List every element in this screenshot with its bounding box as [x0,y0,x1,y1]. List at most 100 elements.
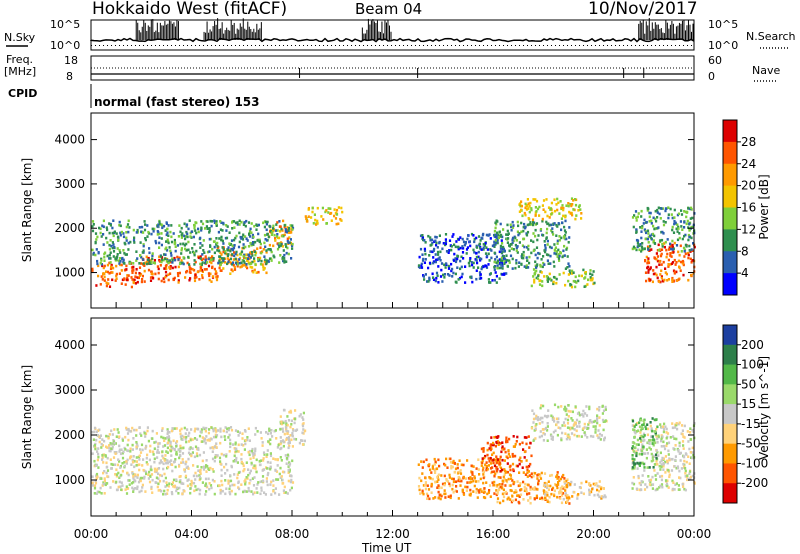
power-ytick-label: 2000 [54,221,85,235]
velocity-cell [434,469,437,472]
power-cell [470,232,474,236]
velocity-cell [128,483,131,486]
power-cell [272,228,275,232]
velocity-cell [248,489,251,493]
velocity-cell [260,486,263,490]
velocity-cell [187,478,190,481]
nsearch-trace-dot [563,45,564,46]
velocity-cell [436,480,439,483]
velocity-cell [229,492,232,496]
velocity-cell [553,494,556,498]
velocity-cell [597,436,600,440]
velocity-cell [163,439,166,442]
velocity-cell [118,448,121,452]
velocity-cell [167,484,170,488]
power-cell [517,224,520,228]
power-cell [575,281,578,284]
power-colorbar-tick-label: 12 [741,222,756,236]
velocity-cell [287,468,290,472]
velocity-cell [544,490,547,494]
velocity-cell [516,480,519,483]
power-colorbar-swatch [723,229,737,252]
power-cell [117,238,120,242]
velocity-cell [233,483,236,487]
power-cell [99,283,102,286]
power-cell [92,223,95,226]
power-cell [135,259,138,262]
velocity-cell [550,492,553,496]
velocity-cell [654,433,657,436]
velocity-cell [214,456,217,459]
power-cell [200,266,203,270]
power-cell [252,270,255,274]
power-cell [555,203,558,206]
power-cell [518,241,521,244]
velocity-cell [178,463,181,467]
velocity-cell [193,489,196,493]
power-cell [131,278,134,281]
velocity-cell [509,484,512,487]
power-cell [663,245,666,249]
power-cell [649,278,652,281]
power-cell [153,261,156,265]
power-cell [515,246,518,250]
velocity-cell [462,493,466,496]
velocity-cell [215,430,218,433]
power-cell [500,259,504,263]
power-cell [110,263,113,267]
power-cell [149,279,153,282]
nsearch-trace-dot [375,45,376,46]
power-cell [670,247,673,251]
power-cell [681,259,685,263]
velocity-cell [668,458,671,462]
velocity-cell [282,430,285,433]
velocity-cell [482,473,485,476]
power-cell [164,253,167,256]
power-cell [635,248,638,252]
power-cell [444,233,448,236]
power-cell [460,255,463,259]
power-cell [518,232,521,235]
velocity-cell [250,490,253,493]
power-cell [439,259,442,262]
velocity-cell [152,453,155,456]
power-cell [574,275,577,279]
nsearch-trace-dot [679,45,680,46]
velocity-cell [144,432,148,436]
power-cell [477,266,480,269]
power-cell [278,225,281,228]
power-cell [440,262,444,265]
power-cell [214,270,218,273]
power-cell [482,246,485,249]
power-cell [145,255,148,259]
power-cell [520,263,523,266]
power-cell [464,281,467,284]
power-cell [484,252,488,255]
power-cell [499,222,502,226]
velocity-cell [147,439,150,443]
power-cell [213,221,216,224]
power-cell [112,250,116,253]
velocity-cell [218,484,221,487]
velocity-cell [202,451,205,454]
power-cell [459,246,462,250]
velocity-cell [113,428,116,431]
velocity-cell [106,456,109,460]
velocity-cell [426,494,430,498]
power-cell [224,261,227,264]
power-cell [510,228,513,232]
velocity-cell [547,480,550,483]
velocity-cell [184,462,187,466]
velocity-cell [106,446,109,449]
velocity-cell [204,482,208,485]
velocity-cell [116,428,119,431]
velocity-cell [557,405,560,409]
power-cell [424,241,427,244]
power-cell [655,252,658,255]
power-cell [228,248,231,252]
velocity-cell [650,435,653,438]
power-cell [653,257,656,260]
power-cell [185,225,188,228]
nsearch-trace-dot [499,45,500,46]
velocity-cell [582,415,585,418]
